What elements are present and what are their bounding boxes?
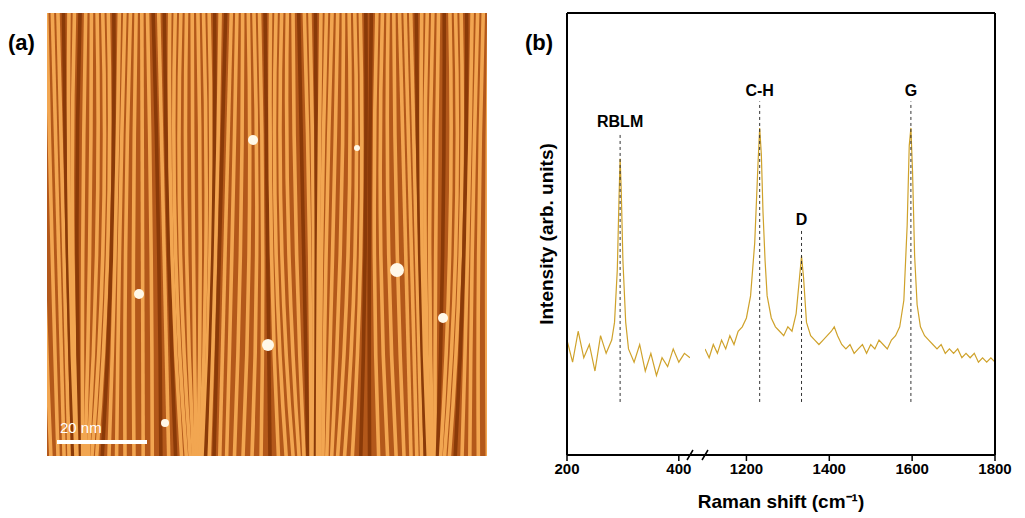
svg-text:(a): (a) (8, 30, 35, 55)
svg-text:1800: 1800 (978, 460, 1011, 477)
svg-text:(b): (b) (525, 30, 553, 55)
svg-text:400: 400 (666, 460, 691, 477)
svg-text:1400: 1400 (813, 460, 846, 477)
svg-text:20 nm: 20 nm (60, 419, 102, 436)
svg-text:G: G (905, 82, 917, 99)
svg-text:1200: 1200 (730, 460, 763, 477)
svg-text:C-H: C-H (745, 82, 773, 99)
svg-text:1600: 1600 (895, 460, 928, 477)
svg-text:Raman shift (cm⁻¹): Raman shift (cm⁻¹) (698, 491, 864, 512)
svg-text:Intensity (arb. units): Intensity (arb. units) (536, 143, 557, 325)
svg-text:RBLM: RBLM (597, 113, 643, 130)
svg-text:D: D (796, 211, 808, 228)
svg-text:200: 200 (554, 460, 579, 477)
